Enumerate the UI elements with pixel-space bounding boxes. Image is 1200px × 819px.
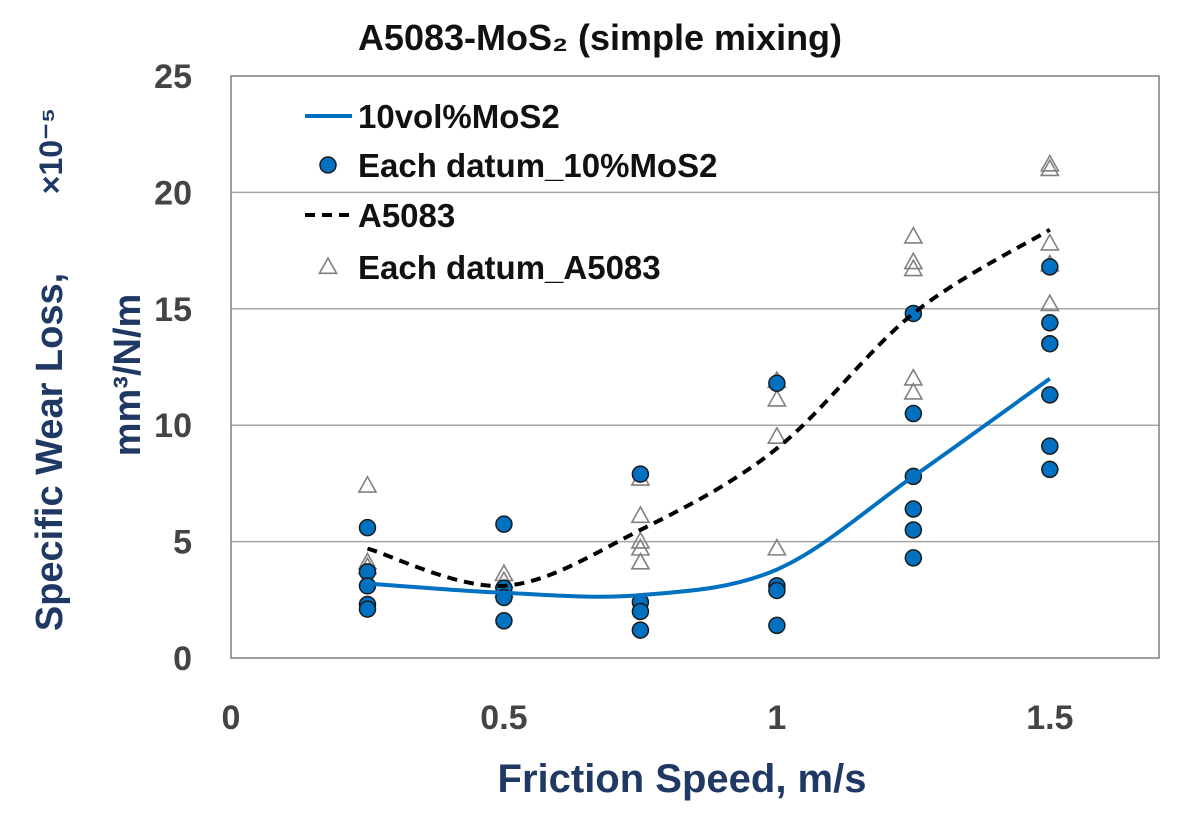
y-axis-title-unit: mm³/N/m bbox=[107, 294, 149, 457]
x-tick-label: 0.5 bbox=[480, 699, 527, 737]
x-tick-label: 1 bbox=[767, 699, 786, 737]
data-point-mos2 bbox=[1041, 314, 1059, 332]
data-point-a5083 bbox=[357, 475, 378, 493]
tick-labels: 0 5 10 15 20 25 0 0.5 1 1.5 bbox=[154, 58, 1073, 737]
x-tick-label: 1.5 bbox=[1026, 699, 1073, 737]
data-point-mos2 bbox=[768, 581, 786, 600]
data-point-a5083 bbox=[766, 426, 787, 444]
series-0 bbox=[367, 377, 1051, 599]
data-series bbox=[357, 153, 1060, 639]
data-point-mos2 bbox=[904, 500, 923, 518]
data-point-mos2 bbox=[1041, 386, 1059, 404]
data-point-mos2 bbox=[1041, 437, 1059, 455]
data-point-a5083 bbox=[766, 537, 787, 556]
series-line-a5083 bbox=[366, 227, 1051, 588]
data-point-mos2 bbox=[631, 621, 650, 639]
data-point-mos2 bbox=[768, 616, 786, 635]
legend-label: Each datum_10%MoS2 bbox=[358, 147, 717, 184]
data-point-a5083 bbox=[903, 251, 924, 270]
y-tick-label: 0 bbox=[173, 640, 192, 678]
data-point-a5083 bbox=[630, 505, 651, 524]
data-point-a5083 bbox=[903, 258, 924, 277]
data-point-a5083 bbox=[1039, 153, 1060, 172]
data-point-mos2 bbox=[1041, 258, 1059, 276]
data-point-mos2 bbox=[631, 465, 650, 483]
data-point-mos2 bbox=[1041, 334, 1059, 353]
data-point-mos2 bbox=[495, 612, 513, 630]
chart-title: A5083-MoS₂ (simple mixing) bbox=[358, 17, 842, 58]
series-line-mos2 bbox=[367, 377, 1051, 599]
legend-circle-swatch bbox=[319, 156, 337, 174]
data-point-mos2 bbox=[904, 521, 923, 539]
data-point-a5083 bbox=[630, 530, 651, 549]
data-point-mos2 bbox=[768, 374, 786, 393]
data-point-mos2 bbox=[904, 549, 923, 567]
data-point-a5083 bbox=[1039, 293, 1060, 312]
legend-label: Each datum_A5083 bbox=[358, 249, 661, 286]
data-point-mos2 bbox=[631, 602, 650, 621]
y-axis-title-exponent: ×10⁻⁵ bbox=[33, 108, 69, 194]
y-tick-label: 10 bbox=[154, 407, 192, 445]
y-tick-label: 20 bbox=[154, 174, 192, 212]
x-axis-title: Friction Speed, m/s bbox=[498, 757, 867, 801]
data-point-mos2 bbox=[1041, 460, 1059, 479]
legend-triangle-swatch bbox=[318, 256, 338, 275]
y-tick-label: 5 bbox=[173, 524, 192, 562]
legend-item: Each datum_10%MoS2 bbox=[319, 147, 717, 184]
legend-label: A5083 bbox=[358, 197, 455, 234]
y-axis-title-main: Specific Wear Loss, bbox=[29, 273, 71, 631]
legend-item: 10vol%MoS2 bbox=[305, 98, 560, 135]
series-2 bbox=[366, 227, 1051, 588]
legend-label: 10vol%MoS2 bbox=[358, 98, 560, 135]
x-tick-label: 0 bbox=[222, 699, 241, 737]
data-point-mos2 bbox=[495, 515, 513, 533]
legend: 10vol%MoS2 Each datum_10%MoS2 A5083 Each da… bbox=[305, 98, 717, 286]
y-axis-title: Specific Wear Loss, ×10⁻⁵ mm³/N/m bbox=[29, 108, 149, 631]
data-point-mos2 bbox=[358, 600, 377, 618]
legend-item: Each datum_A5083 bbox=[318, 249, 661, 286]
data-point-a5083 bbox=[903, 225, 924, 244]
data-point-a5083 bbox=[766, 388, 787, 407]
data-point-a5083 bbox=[1039, 158, 1060, 177]
data-point-a5083 bbox=[903, 381, 924, 400]
data-point-a5083 bbox=[1039, 232, 1060, 251]
grid-lines bbox=[231, 191, 1159, 543]
data-point-a5083 bbox=[630, 551, 651, 570]
plot-area-frame bbox=[230, 75, 1160, 659]
legend-item: A5083 bbox=[305, 197, 455, 234]
y-tick-label: 25 bbox=[154, 58, 192, 96]
data-point-mos2 bbox=[904, 404, 923, 423]
y-tick-label: 15 bbox=[154, 291, 192, 329]
data-point-mos2 bbox=[358, 518, 377, 537]
series-3 bbox=[357, 153, 1060, 598]
